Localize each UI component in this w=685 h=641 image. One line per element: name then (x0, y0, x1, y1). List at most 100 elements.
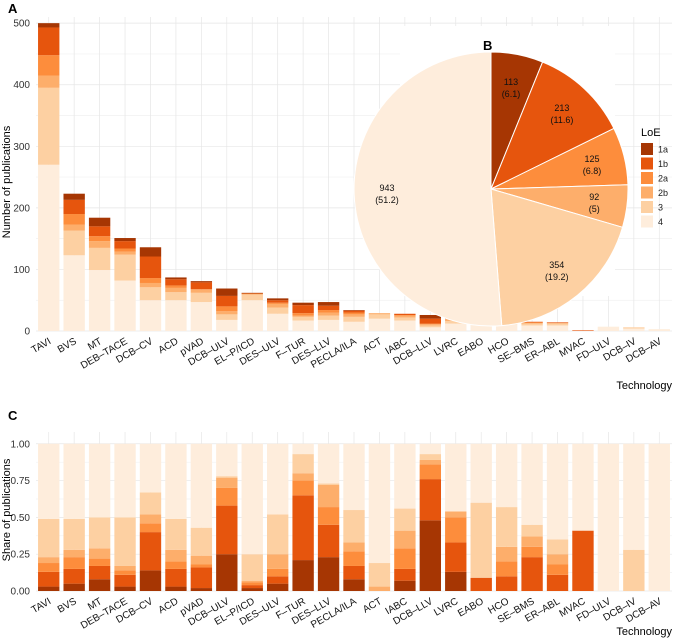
bar-pvad-loe-1b (190, 567, 213, 589)
y-tick-label: 0.25 (11, 550, 31, 561)
bar-se-bms-loe-1b (521, 557, 543, 591)
bar-f-tur-loe-3 (292, 316, 314, 321)
bar-deb-tace-loe-2b (114, 251, 136, 255)
bar-lvrc-loe-4 (445, 443, 467, 512)
bar-el-p-icd-loe-1a (241, 292, 263, 294)
y-tick-label: 500 (13, 19, 30, 30)
panel-c-x-axis-title: Technology (616, 626, 672, 638)
bar-eabo-loe-1b (470, 577, 492, 591)
bar-fd-ulv-loe-4 (597, 443, 620, 591)
bar-pecla-ila-loe-3 (343, 510, 365, 543)
bar-bvs-loe-1b (63, 199, 85, 215)
bar-dcb-llv-loe-1a (419, 314, 442, 319)
bar-er-abl-loe-2b (546, 554, 569, 565)
pie-chart: 113 (6.1) 213 (11.6) 125 (6.8) 92 (5) 354 (19.2) 9… (353, 51, 629, 327)
bar-eabo-loe-4 (470, 443, 492, 503)
bar-des-llv-loe-4 (317, 443, 340, 484)
bar-f-tur-loe-2b (292, 315, 314, 317)
bar-iabc-loe-2b (394, 315, 416, 318)
pie-label-count-3: 354 (549, 260, 564, 270)
x-tick-label-eabo: EABO (456, 336, 486, 360)
bar-bvs-loe-2b (63, 549, 85, 558)
bar-hco-loe-2b (495, 546, 518, 562)
bar-dcb-llv-loe-1b (419, 318, 442, 324)
legend-title: LoE (641, 127, 661, 139)
bar-tavi-loe-4 (38, 164, 60, 331)
bar-dcb-cv-loe-1b (139, 256, 162, 279)
panel-c-y-ticks: 0.00 0.25 0.50 0.75 1.00 (11, 439, 31, 597)
bar-mt-loe-4 (88, 270, 111, 331)
bar-dcb-cv-loe-2a (139, 523, 162, 533)
bar-tavi-loe-1b (38, 27, 60, 56)
legend-label-1b: 1b (658, 159, 668, 169)
bar-tavi-loe-1a (38, 23, 60, 28)
bar-el-p-icd-loe-3 (241, 554, 263, 581)
bar-dcb-cv-loe-3 (139, 492, 162, 515)
bar-lvrc-loe-1b (445, 542, 467, 572)
bar-lvrc-loe-3 (445, 321, 467, 324)
bar-dcb-ulv-loe-3 (216, 476, 238, 478)
bar-des-ulv-loe-4 (267, 443, 289, 515)
bar-lvrc-loe-4 (445, 323, 467, 331)
panel-b: B 113 (6.1) 213 (11.6) 125 (6.8) 92 (5) 354 (19.2… (353, 26, 629, 327)
bar-er-abl-loe-3 (546, 539, 569, 555)
bar-des-ulv-loe-2a (267, 568, 289, 577)
x-tick-label-acd: ACD (157, 596, 181, 616)
bar-deb-tace-loe-3 (114, 517, 136, 566)
bar-pvad-loe-4 (190, 302, 213, 331)
x-tick-label-act: ACT (361, 596, 384, 616)
bar-f-tur-loe-2a (292, 313, 314, 316)
bar-hco-loe-3 (495, 507, 518, 547)
bar-dcb-cv-loe-2a (139, 278, 162, 283)
bar-er-abl-loe-3 (546, 323, 569, 326)
x-tick-label-bvs: BVS (56, 596, 79, 616)
bar-bvs-loe-4 (63, 443, 85, 519)
bar-des-ulv-loe-4 (267, 313, 289, 331)
bar-deb-tace-loe-1b (114, 241, 136, 249)
bar-se-bms-loe-1b (521, 321, 543, 323)
x-tick-label-tavi: TAVI (30, 336, 53, 356)
legend-swatch-2a (641, 172, 653, 184)
panel-a-y-ticks: 0 100 200 300 400 500 (13, 19, 30, 338)
y-tick-label: 0.00 (11, 587, 31, 598)
bar-dcb-llv-loe-2b (419, 459, 442, 465)
panel-a-bars (38, 23, 670, 331)
pie-label-pct-4: (51.2) (375, 195, 399, 205)
bar-pvad-loe-4 (190, 443, 213, 528)
bar-deb-tace-loe-2b (114, 565, 136, 571)
bar-deb-tace-loe-1a (114, 238, 136, 242)
bar-acd-loe-1b (165, 279, 187, 286)
bar-act-loe-2b (368, 313, 391, 315)
bar-se-bms-loe-2a (521, 546, 543, 558)
bar-mt-loe-3 (88, 517, 111, 549)
bar-mvac-loe-1b (572, 530, 594, 591)
bar-pvad-loe-2b (190, 289, 213, 293)
bar-mvac-loe-1b (572, 330, 594, 331)
bar-fd-ulv-loe-4 (597, 326, 620, 331)
bar-tavi-loe-1b (38, 571, 60, 587)
bar-dcb-iv-loe-3 (623, 549, 645, 591)
bar-lvrc-loe-1a (445, 571, 467, 591)
pie-label-pct-2b: (5) (589, 204, 600, 214)
bar-dcb-cv-loe-2b (139, 514, 162, 524)
bar-er-abl-loe-2a (546, 564, 569, 575)
bar-mt-loe-2b (88, 548, 111, 559)
bar-se-bms-loe-2b (521, 323, 543, 324)
bar-mt-loe-2a (88, 236, 111, 242)
y-tick-label: 300 (13, 142, 30, 153)
bar-dcb-ulv-loe-1b (216, 295, 238, 307)
bar-iabc-loe-2a (394, 314, 416, 316)
bar-f-tur-loe-1b (292, 495, 314, 561)
bar-el-p-icd-loe-1b (241, 585, 263, 589)
bar-act-loe-4 (368, 318, 391, 331)
bar-des-ulv-loe-1a (267, 583, 289, 591)
bar-bvs-loe-3 (63, 518, 85, 550)
bar-se-bms-loe-2b (521, 536, 543, 547)
pie-label-count-4: 943 (379, 183, 394, 193)
bar-iabc-loe-2b (394, 530, 416, 549)
bar-dcb-llv-loe-4 (419, 327, 442, 331)
bar-mt-loe-4 (88, 443, 111, 518)
bar-mvac-loe-4 (572, 443, 594, 531)
bar-pvad-loe-1a (190, 281, 213, 283)
bar-des-llv-loe-2b (317, 312, 340, 316)
